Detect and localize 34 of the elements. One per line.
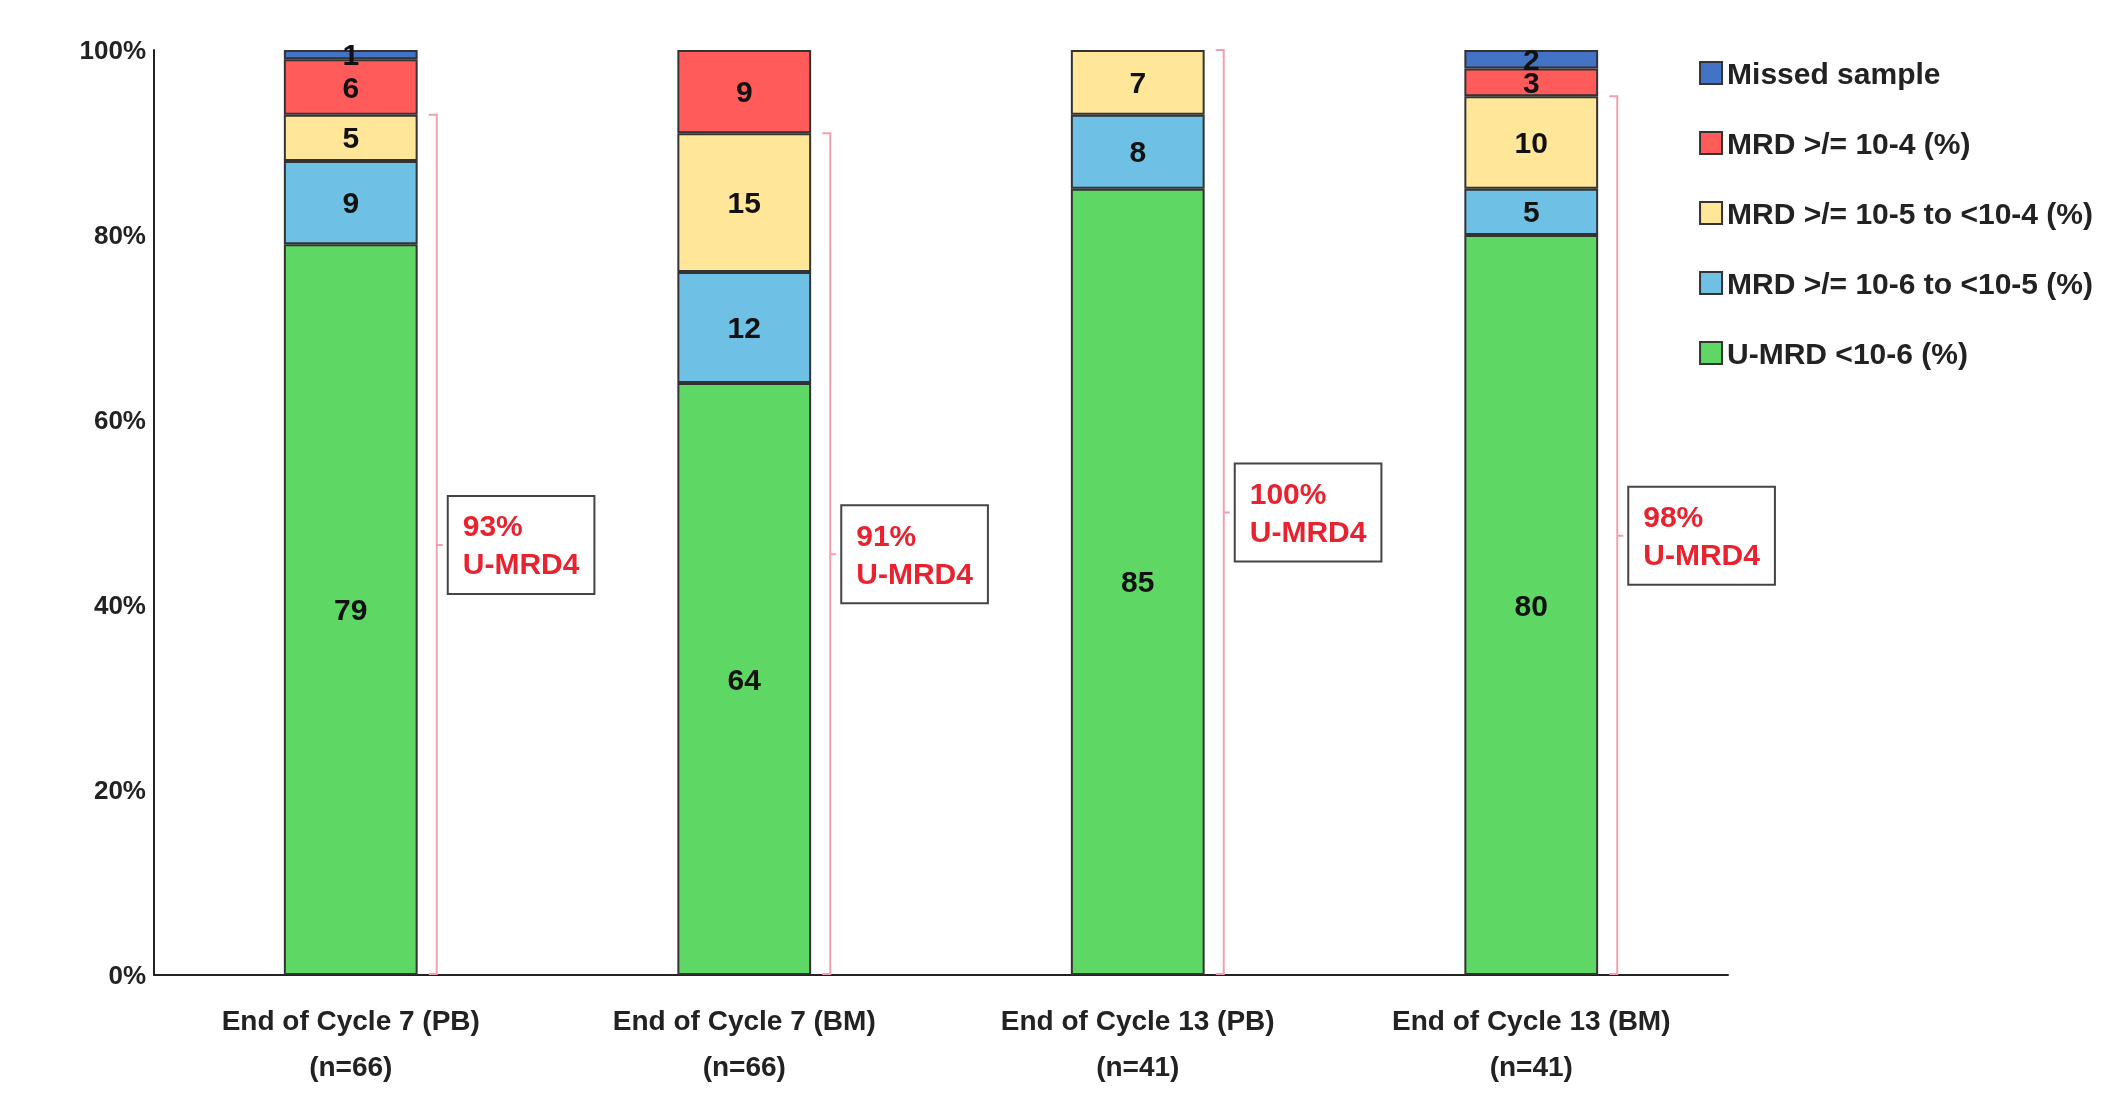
x-tick-label: End of Cycle 7 (BM) (n=66): [612, 1004, 876, 1082]
y-tick-label: 40%: [93, 590, 146, 620]
y-tick-label: 0%: [108, 960, 146, 990]
data-label: 7: [1129, 65, 1147, 99]
data-label: 6: [342, 70, 360, 104]
data-label: 15: [727, 186, 761, 220]
y-tick-label: 20%: [93, 775, 146, 805]
data-label: 5: [342, 121, 360, 155]
legend-label: MRD >/= 10-5 to <10-4 (%): [1727, 196, 2094, 230]
x-tick-label: End of Cycle 7 (PB) (n=66): [221, 1004, 480, 1082]
annotation: 98% U-MRD4: [1643, 500, 1761, 572]
annotation: 100% U-MRD4: [1249, 477, 1367, 548]
y-tick-label: 100%: [79, 35, 146, 65]
y-tick-label: 80%: [93, 220, 146, 250]
data-label: 80: [1514, 588, 1548, 622]
data-label: 9: [342, 186, 360, 220]
legend-label: MRD >/= 10-6 to <10-5 (%): [1727, 266, 2094, 300]
legend-label: U-MRD <10-6 (%): [1727, 336, 1968, 370]
data-label: 5: [1522, 195, 1540, 229]
y-tick-label: 60%: [93, 405, 146, 435]
data-label: 79: [334, 593, 368, 627]
data-label: 12: [727, 311, 761, 344]
x-tick-label: End of Cycle 13 (PB) (n=41): [1000, 1004, 1275, 1082]
data-label: 9: [735, 75, 753, 109]
legend-label: MRD >/= 10-4 (%): [1727, 126, 1971, 160]
x-tick-label: End of Cycle 13 (BM) (n=41): [1392, 1004, 1671, 1082]
annotation: 93% U-MRD4: [462, 509, 580, 581]
data-label: 10: [1514, 126, 1548, 159]
data-label: 8: [1129, 135, 1147, 169]
data-label: 64: [727, 662, 762, 696]
annotation: 91% U-MRD4: [856, 518, 974, 590]
legend-label: Missed sample: [1727, 56, 1941, 90]
data-label: 1: [342, 38, 360, 72]
data-label: 85: [1121, 565, 1155, 599]
